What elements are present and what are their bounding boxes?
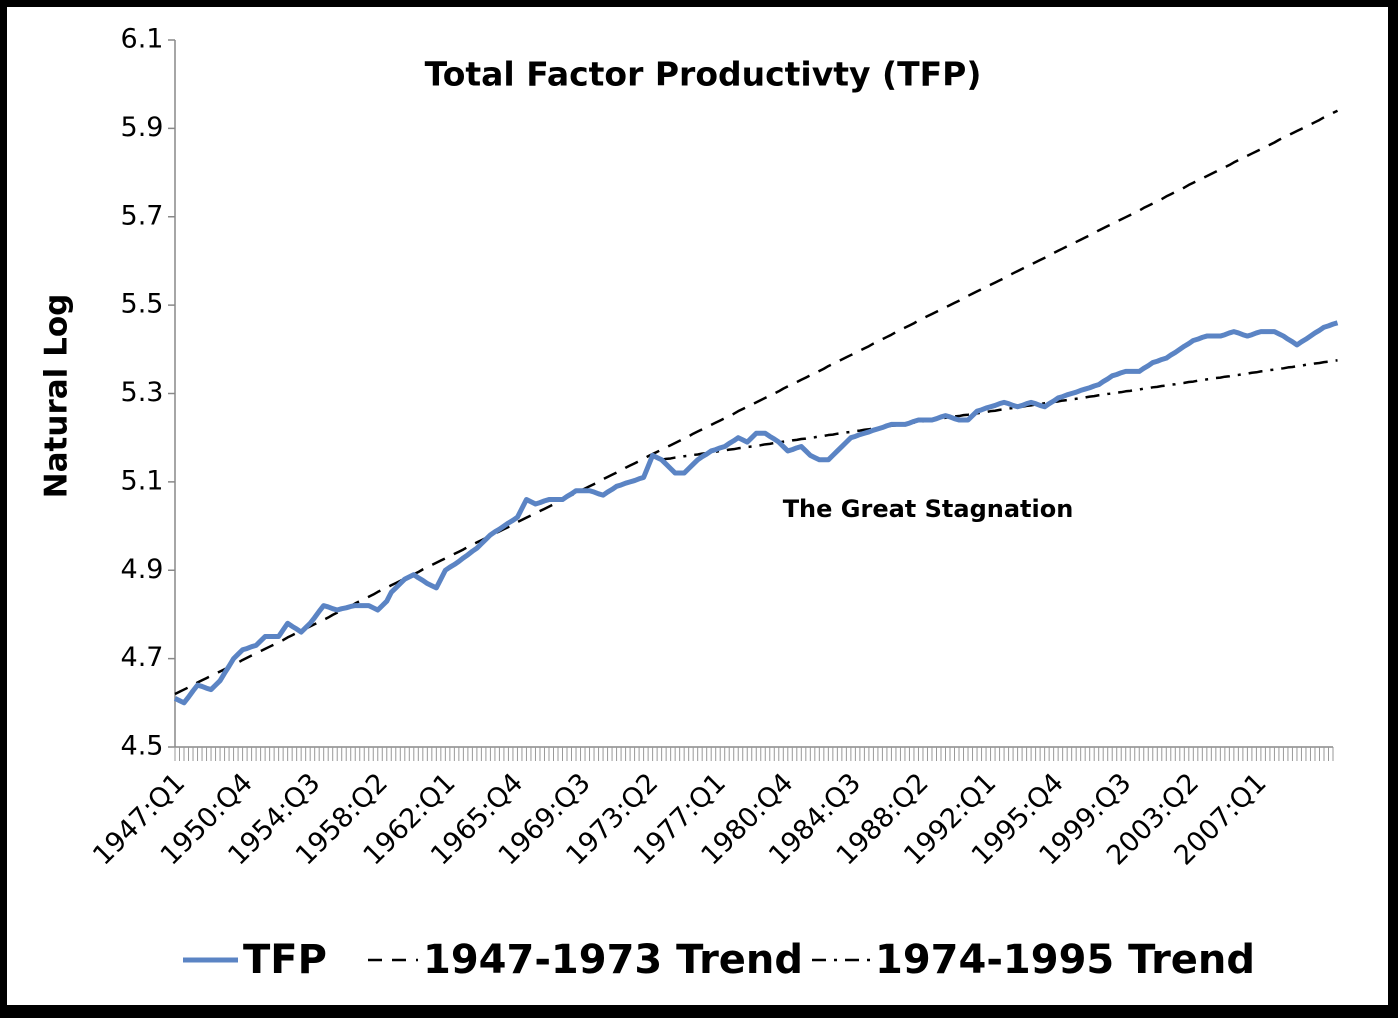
line-series <box>661 359 1338 462</box>
y-tick-label: 6.1 <box>121 24 164 55</box>
y-tick-label: 4.9 <box>121 554 164 585</box>
y-tick-label: 5.9 <box>121 112 164 143</box>
chart-title: Total Factor Productivty (TFP) <box>425 55 982 94</box>
line-series <box>173 320 1339 706</box>
y-tick-label: 4.7 <box>121 642 164 673</box>
y-tick-label: 5.5 <box>121 289 164 320</box>
y-tick-label: 4.5 <box>121 731 164 762</box>
line-series <box>174 109 1339 696</box>
legend-label: 1947-1973 Trend <box>423 937 803 983</box>
y-tick-label: 5.1 <box>121 465 164 496</box>
annotation: The Great Stagnation <box>783 495 1074 523</box>
y-tick-label: 5.3 <box>121 377 164 408</box>
legend-label: 1974-1995 Trend <box>875 937 1255 983</box>
y-axis-label: Natural Log <box>39 294 75 499</box>
legend-label: TFP <box>243 937 327 983</box>
chart-background <box>7 7 1388 1005</box>
y-tick-label: 5.7 <box>121 200 164 231</box>
